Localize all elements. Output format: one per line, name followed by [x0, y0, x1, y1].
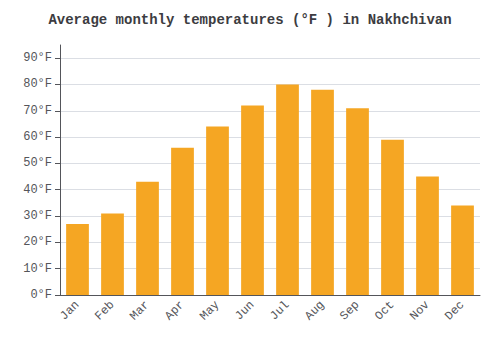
svg-text:Mar: Mar: [127, 298, 152, 323]
svg-text:30°F: 30°F: [23, 209, 52, 223]
svg-text:0°F: 0°F: [30, 288, 52, 302]
svg-text:40°F: 40°F: [23, 183, 52, 197]
svg-text:Jun: Jun: [232, 298, 257, 323]
svg-text:90°F: 90°F: [23, 51, 52, 65]
svg-text:Sep: Sep: [337, 298, 362, 323]
svg-text:10°F: 10°F: [23, 262, 52, 276]
svg-text:May: May: [197, 298, 222, 323]
svg-text:Oct: Oct: [372, 298, 397, 323]
svg-text:50°F: 50°F: [23, 156, 52, 170]
svg-text:Feb: Feb: [92, 298, 117, 323]
svg-text:Average monthly temperatures (: Average monthly temperatures (°F ) in Na…: [48, 12, 451, 28]
svg-text:Dec: Dec: [442, 298, 467, 323]
svg-text:20°F: 20°F: [23, 235, 52, 249]
svg-text:Nov: Nov: [407, 298, 432, 323]
svg-text:70°F: 70°F: [23, 104, 52, 118]
svg-text:80°F: 80°F: [23, 77, 52, 91]
svg-text:Jan: Jan: [57, 298, 82, 323]
svg-text:Apr: Apr: [162, 298, 187, 323]
svg-text:60°F: 60°F: [23, 130, 52, 144]
svg-text:Jul: Jul: [267, 298, 292, 323]
svg-text:Aug: Aug: [302, 298, 327, 323]
